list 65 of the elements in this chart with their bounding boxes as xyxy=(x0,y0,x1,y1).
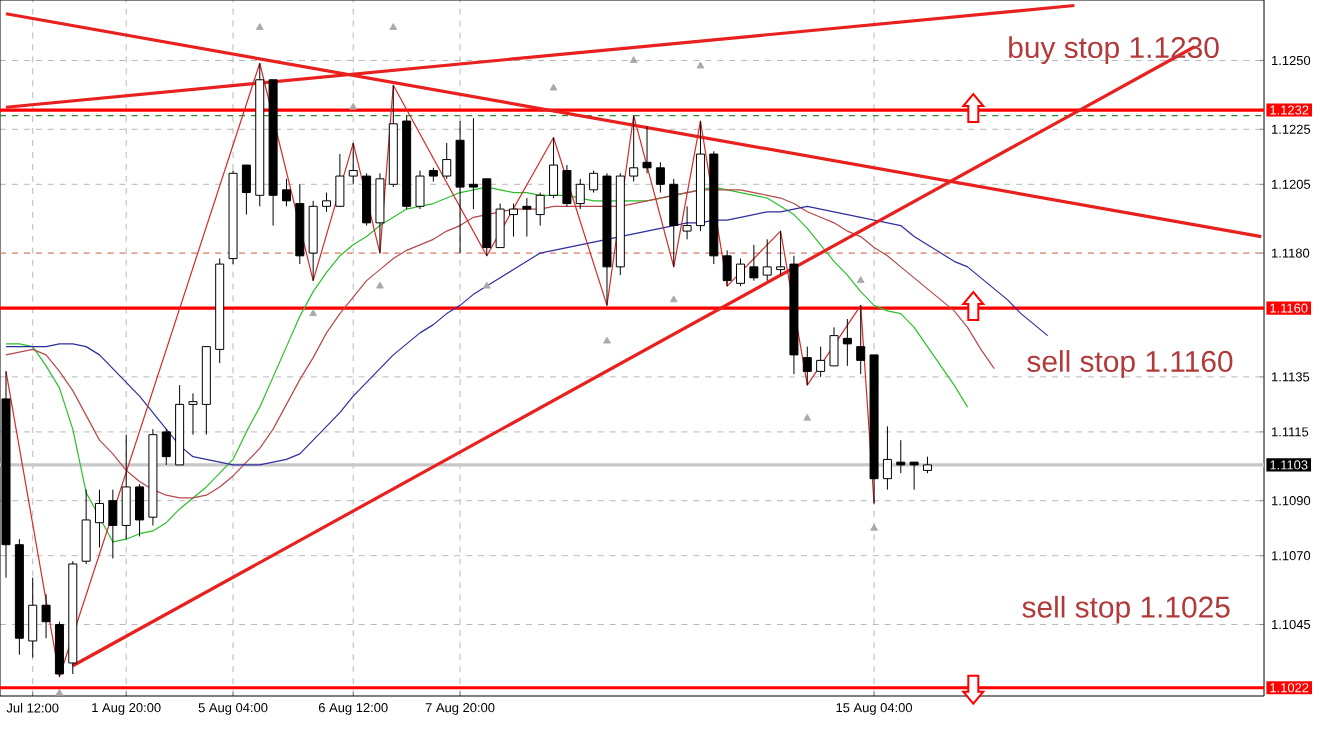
candlestick xyxy=(589,170,599,194)
point xyxy=(870,523,878,531)
candlestick xyxy=(375,172,385,254)
candlestick xyxy=(655,161,665,194)
candlestick xyxy=(842,318,852,367)
candlestick xyxy=(629,115,639,183)
point xyxy=(482,281,491,289)
annotation: buy stop 1.1230 xyxy=(1009,36,1219,65)
point xyxy=(629,56,638,63)
candlestick xyxy=(882,425,892,491)
candlestick xyxy=(749,244,759,282)
candlestick xyxy=(736,258,746,287)
candlestick xyxy=(94,489,104,548)
candlestick xyxy=(81,489,91,565)
candlestick xyxy=(896,439,906,474)
annotation: sell stop 1.1025 xyxy=(1022,595,1230,624)
candlestick xyxy=(135,483,145,537)
candlestick xyxy=(762,238,772,282)
candlestick xyxy=(281,178,291,207)
candlestick xyxy=(161,428,171,466)
candlestick xyxy=(642,126,652,174)
candlestick xyxy=(348,142,358,185)
candlestick xyxy=(241,164,251,216)
point xyxy=(696,61,705,69)
candlestick xyxy=(188,392,198,436)
point xyxy=(309,309,318,316)
candlestick xyxy=(41,593,51,639)
candlestick xyxy=(776,230,786,276)
candlestick xyxy=(415,170,425,210)
candlestick xyxy=(495,203,505,249)
candlestick xyxy=(535,192,545,227)
annotation: sell stop 1.1160 xyxy=(1027,350,1233,378)
point xyxy=(255,23,264,30)
point xyxy=(549,83,558,91)
point xyxy=(376,281,384,289)
point xyxy=(856,276,865,283)
candlestick xyxy=(28,577,38,658)
candlestick xyxy=(856,304,866,375)
point xyxy=(55,688,64,696)
point xyxy=(803,413,812,421)
candlestick xyxy=(108,489,118,559)
point xyxy=(603,336,611,344)
point xyxy=(669,295,678,303)
candlestick xyxy=(575,178,585,210)
candlestick xyxy=(802,346,812,386)
point xyxy=(389,23,398,30)
candlestick xyxy=(121,434,131,540)
candlestick xyxy=(722,249,732,287)
candlestick xyxy=(816,346,826,378)
candlestick xyxy=(308,200,318,282)
candlestick xyxy=(442,142,452,180)
candlestick xyxy=(322,192,332,213)
candlestick xyxy=(669,178,679,268)
candlestick xyxy=(522,197,532,238)
candlestick xyxy=(829,326,839,367)
candlestick xyxy=(909,461,919,491)
candlestick xyxy=(682,205,692,240)
candlestick xyxy=(468,117,478,210)
point xyxy=(349,102,358,110)
candlestick xyxy=(362,172,372,227)
candlestick xyxy=(455,120,465,254)
candlestick xyxy=(549,137,559,199)
candlestick xyxy=(562,164,572,207)
candlestick xyxy=(508,203,518,238)
candlestick xyxy=(335,153,345,207)
